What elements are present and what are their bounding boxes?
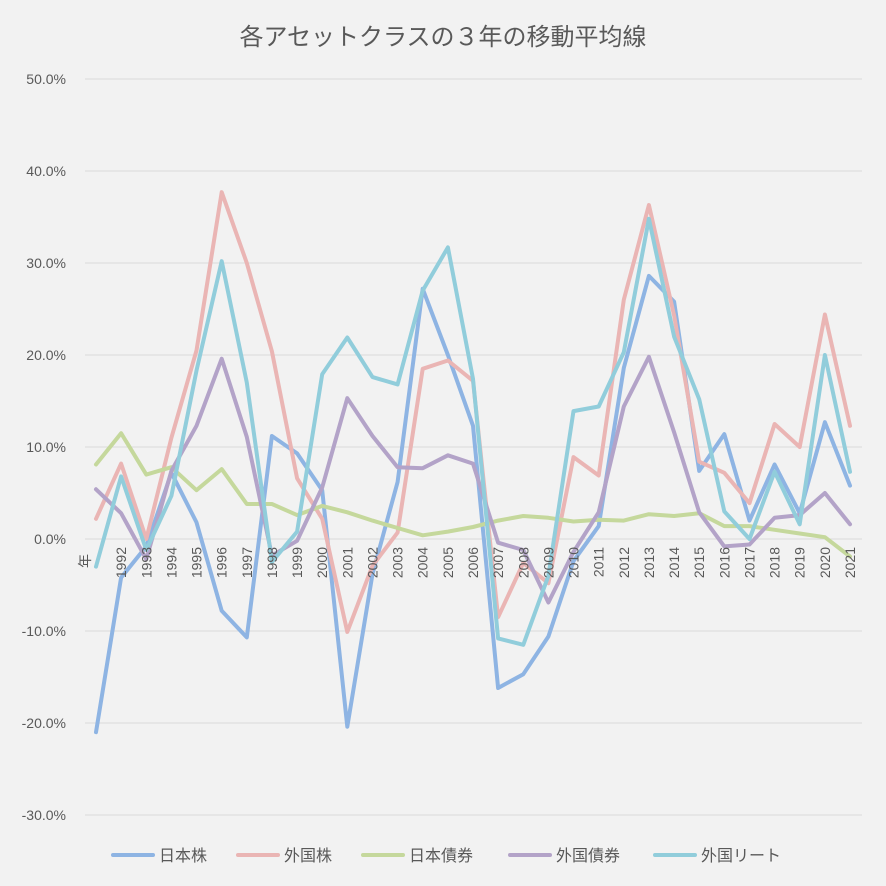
x-tick-label: 2004 <box>415 547 431 578</box>
x-tick-label: 2007 <box>490 547 506 578</box>
x-tick-label: 1998 <box>264 547 280 578</box>
x-tick-label: 1999 <box>289 547 305 578</box>
x-tick-label: 2008 <box>515 547 531 578</box>
legend-item: 外国リート <box>653 846 781 865</box>
y-tick-label: 50.0% <box>26 71 66 87</box>
x-tick-label: 1997 <box>239 547 255 578</box>
x-tick-label: 2017 <box>741 547 757 578</box>
x-tick-label: 2012 <box>616 547 632 578</box>
legend-item: 日本株 <box>111 846 207 865</box>
x-axis-first-label: 年 <box>77 554 93 568</box>
y-tick-label: 40.0% <box>26 163 66 179</box>
x-tick-label: 2002 <box>364 547 380 578</box>
x-tick-label: 1996 <box>214 547 230 578</box>
x-tick-label: 2021 <box>842 547 858 578</box>
x-tick-label: 2014 <box>666 547 682 578</box>
legend-label: 外国株 <box>284 846 332 865</box>
y-tick-label: 30.0% <box>26 255 66 271</box>
legend-label: 外国リート <box>701 846 781 865</box>
x-tick-label: 2009 <box>540 547 556 578</box>
series-lines <box>94 190 852 735</box>
x-tick-label: 2011 <box>591 547 607 577</box>
y-tick-label: -30.0% <box>22 807 66 823</box>
x-tick-label: 2006 <box>465 547 481 578</box>
x-tick-label: 1994 <box>163 547 179 578</box>
series-line-日本株 <box>94 273 852 735</box>
x-tick-label: 2015 <box>691 547 707 578</box>
y-tick-label: 0.0% <box>34 531 66 547</box>
x-tick-label: 2013 <box>641 547 657 578</box>
x-tick-label: 2003 <box>390 547 406 578</box>
y-tick-label: 10.0% <box>26 439 66 455</box>
x-tick-label: 2000 <box>314 547 330 578</box>
legend-item: 日本債券 <box>361 846 473 865</box>
legend-item: 外国株 <box>236 846 332 865</box>
y-tick-label: 20.0% <box>26 347 66 363</box>
x-tick-label: 2016 <box>716 547 732 578</box>
x-axis-tick-labels: 年 1992 1993 1994 1995 1996 1997 1998 1999 2000 200… <box>77 547 858 578</box>
legend-label: 外国債券 <box>556 846 620 865</box>
series-line-日本債券 <box>94 431 852 559</box>
x-tick-label: 1992 <box>113 547 129 578</box>
y-tick-label: -20.0% <box>22 715 66 731</box>
y-axis-tick-labels: -30.0% -20.0% -10.0% 0.0% 10.0% 20.0% 30.0% 40.… <box>22 71 66 823</box>
x-tick-label: 1995 <box>189 547 205 578</box>
x-tick-label: 2001 <box>339 547 355 578</box>
y-tick-label: -10.0% <box>22 623 66 639</box>
x-tick-label: 2005 <box>440 547 456 578</box>
series-line-外国リート <box>94 216 852 647</box>
legend-label: 日本株 <box>159 846 207 865</box>
x-tick-label: 2019 <box>792 547 808 578</box>
x-tick-label: 1993 <box>138 547 154 578</box>
series-line-外国債券 <box>94 354 852 605</box>
x-tick-label: 2010 <box>566 547 582 578</box>
x-tick-label: 2020 <box>817 547 833 578</box>
chart-title: 各アセットクラスの３年の移動平均線 <box>239 23 646 51</box>
legend-label: 日本債券 <box>409 846 473 865</box>
legend-item: 外国債券 <box>508 846 620 865</box>
x-tick-label: 2018 <box>767 547 783 578</box>
legend: 日本株 外国株 日本債券 外国債券 外国リート <box>111 846 781 865</box>
